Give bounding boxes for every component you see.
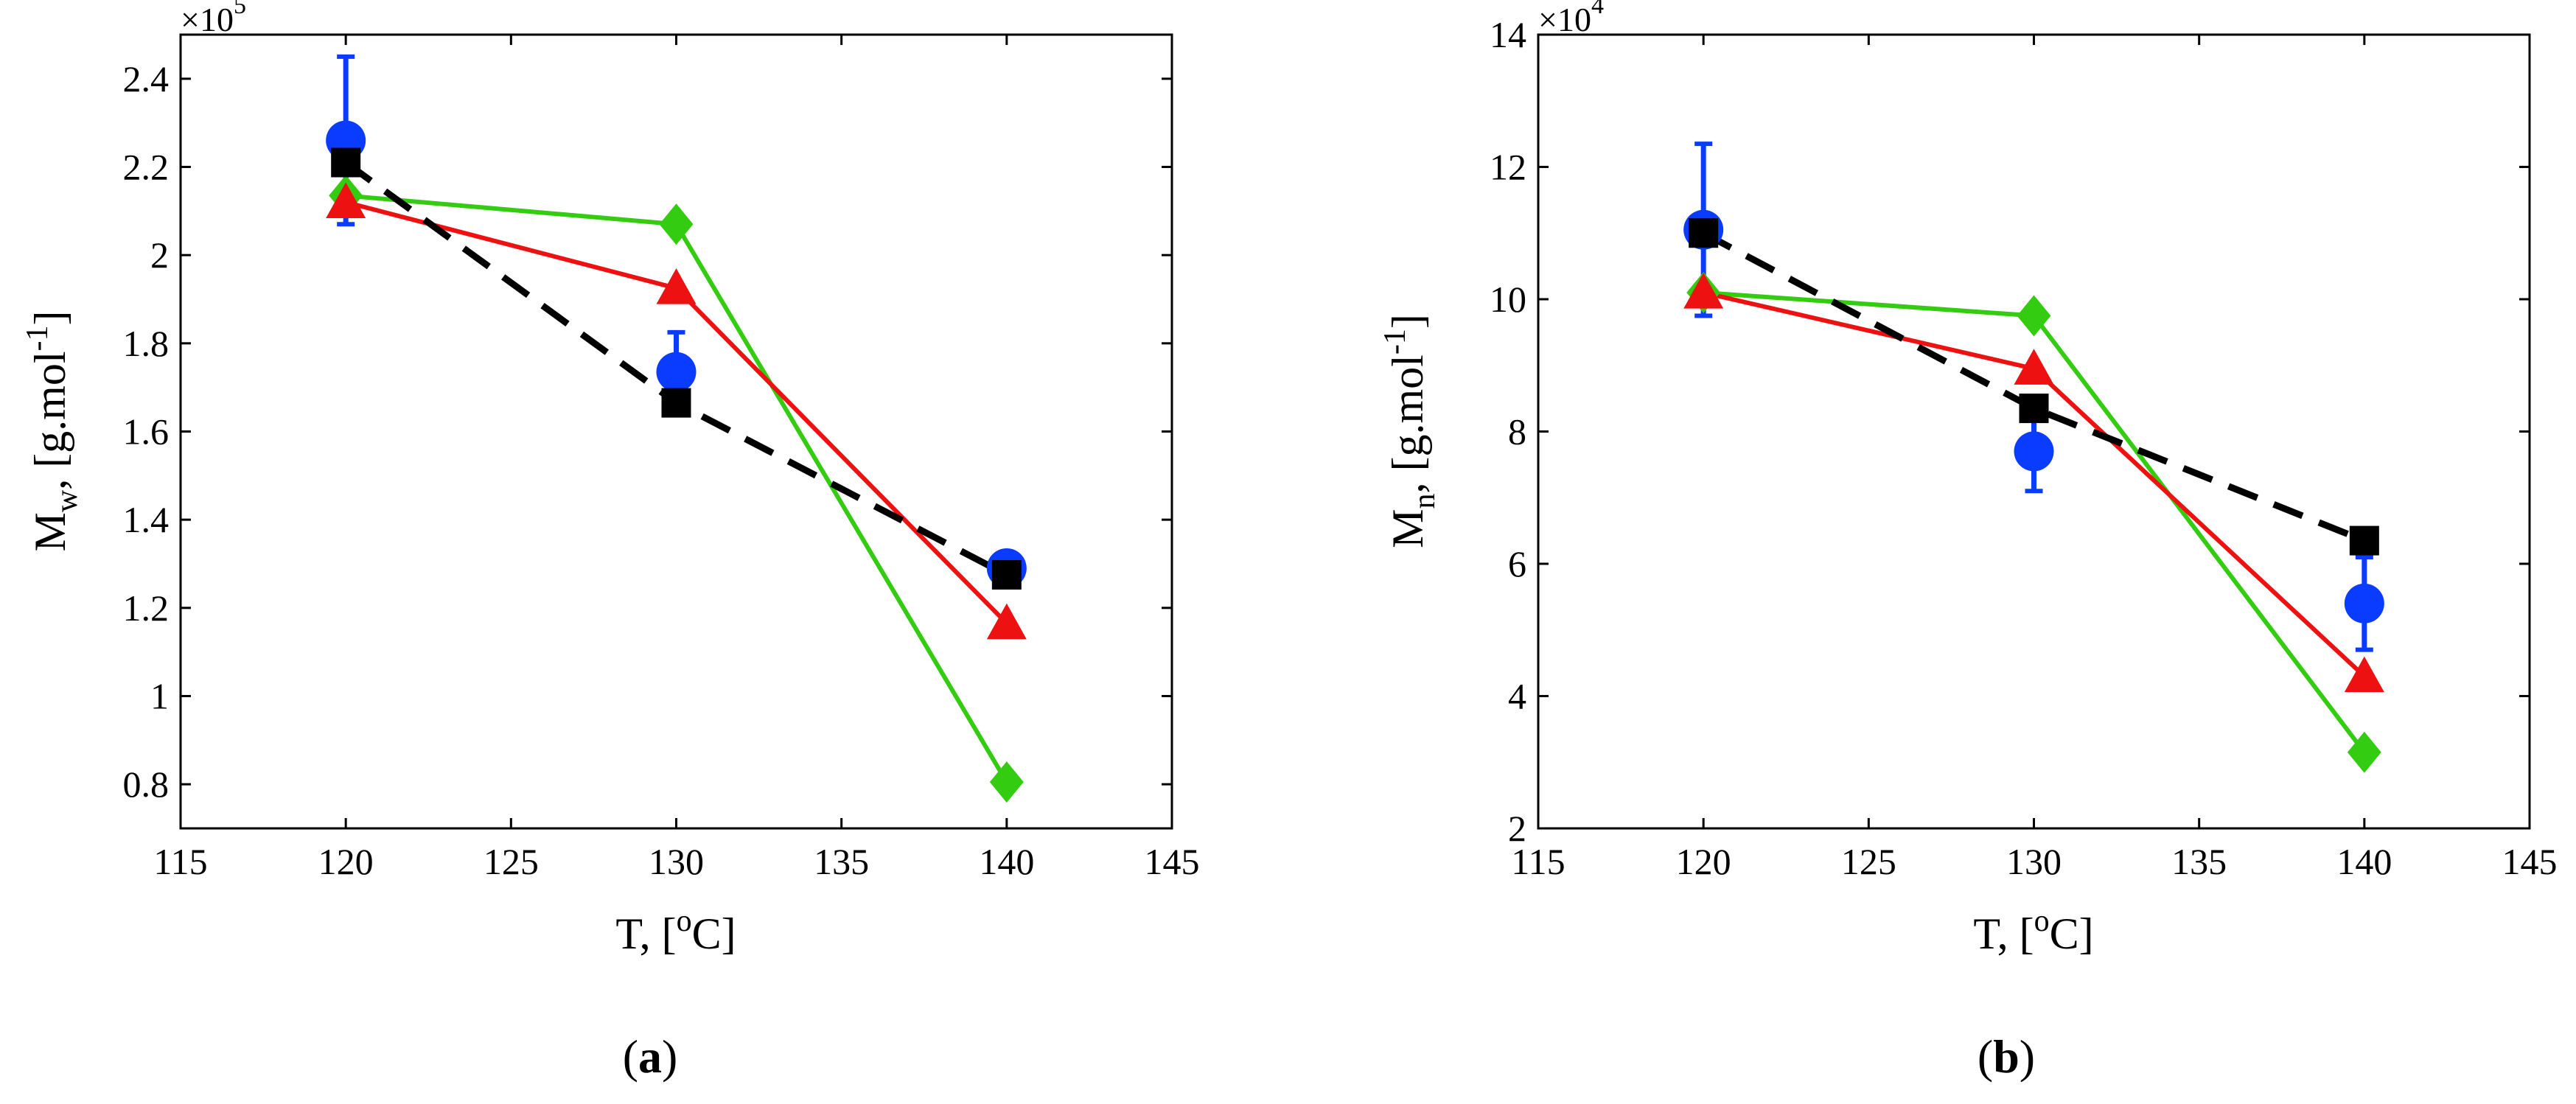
y-axis-label-b: Mn, [g.mol-1] <box>1378 314 1442 548</box>
data-point-triangle <box>2014 349 2054 385</box>
x-tick-label: 125 <box>1841 841 1896 882</box>
data-point-square <box>331 147 361 178</box>
x-ticks-b: 115 120 125 130 135 140 145 <box>1511 35 2558 882</box>
data-point-square <box>991 559 1022 590</box>
data-point-triangle <box>326 182 366 218</box>
y-tick-label: 10 <box>1490 279 1526 320</box>
y-exponent-b: ×104 <box>1538 0 1604 38</box>
series-group-b <box>1683 142 2384 773</box>
y-tick-label: 6 <box>1508 543 1526 584</box>
x-tick-label: 120 <box>1676 841 1731 882</box>
data-point-triangle <box>986 603 1027 640</box>
data-point-circle <box>2344 583 2384 623</box>
x-axis-label-a: T, [oC] <box>615 904 736 958</box>
panel-label-b: (b) <box>1978 1030 2035 1083</box>
y-tick-label: 4 <box>1508 676 1526 717</box>
y-tick-label: 1 <box>150 676 169 717</box>
y-ticks-b: 2 4 6 8 10 12 14 <box>1490 14 2530 849</box>
y-exponent-a: ×105 <box>181 0 246 38</box>
data-point-diamond <box>659 203 694 245</box>
panel-label-a: (a) <box>623 1030 678 1083</box>
data-point-diamond <box>2017 295 2051 337</box>
data-point-diamond <box>2347 731 2381 773</box>
y-tick-label: 0.8 <box>123 764 170 805</box>
y-tick-label: 2 <box>150 234 169 276</box>
y-tick-label: 1.2 <box>123 587 170 629</box>
x-tick-label: 115 <box>153 841 207 882</box>
y-ticks-a: 0.8 1 1.2 1.4 1.6 1.8 2 2.2 2.4 <box>123 58 1172 805</box>
x-tick-label: 145 <box>2502 841 2558 882</box>
x-tick-label: 145 <box>1145 841 1200 882</box>
y-tick-label: 8 <box>1508 411 1526 453</box>
x-tick-label: 135 <box>814 841 869 882</box>
y-tick-label: 1.8 <box>123 323 170 364</box>
x-tick-label: 125 <box>484 841 539 882</box>
y-tick-label: 2.4 <box>123 58 170 99</box>
data-point-square <box>661 388 691 418</box>
data-point-circle <box>2014 431 2054 472</box>
data-point-triangle <box>656 268 697 304</box>
x-axis-label-b: T, [oC] <box>1973 904 2093 958</box>
plot-frame-a <box>179 33 1173 830</box>
y-tick-label: 14 <box>1490 14 1526 55</box>
x-tick-label: 115 <box>1511 841 1565 882</box>
x-ticks-a: 115 120 125 130 135 140 145 <box>153 35 1200 882</box>
data-point-triangle <box>2344 656 2384 693</box>
y-tick-label: 2 <box>1508 808 1526 849</box>
data-point-triangle <box>1683 273 1724 309</box>
data-point-diamond <box>989 761 1024 803</box>
data-point-square <box>1689 218 1719 248</box>
y-tick-label: 1.4 <box>123 499 170 540</box>
x-tick-label: 130 <box>2006 841 2062 882</box>
x-tick-label: 140 <box>979 841 1034 882</box>
x-tick-label: 140 <box>2336 841 2392 882</box>
x-tick-label: 135 <box>2171 841 2227 882</box>
y-tick-label: 1.6 <box>123 411 170 453</box>
x-tick-label: 120 <box>318 841 374 882</box>
y-tick-label: 12 <box>1490 147 1526 188</box>
data-point-square <box>2349 525 2379 556</box>
data-point-square <box>2019 394 2049 424</box>
x-tick-label: 130 <box>649 841 704 882</box>
chart-panel-a: 115 120 125 130 135 140 145 0.8 1 1.2 1.4 1.6 1.8 2 2… <box>21 0 1200 1083</box>
chart-panel-b: 115 120 125 130 135 140 145 2 4 6 8 10 12 14 ×104 Mn… <box>1378 0 2558 1083</box>
y-tick-label: 2.2 <box>123 147 170 188</box>
series-line-black-dashed <box>1702 230 2366 544</box>
data-point-circle <box>656 352 697 392</box>
y-axis-label-a: Mw, [g.mol-1] <box>21 310 84 551</box>
series-group-a <box>326 54 1027 803</box>
